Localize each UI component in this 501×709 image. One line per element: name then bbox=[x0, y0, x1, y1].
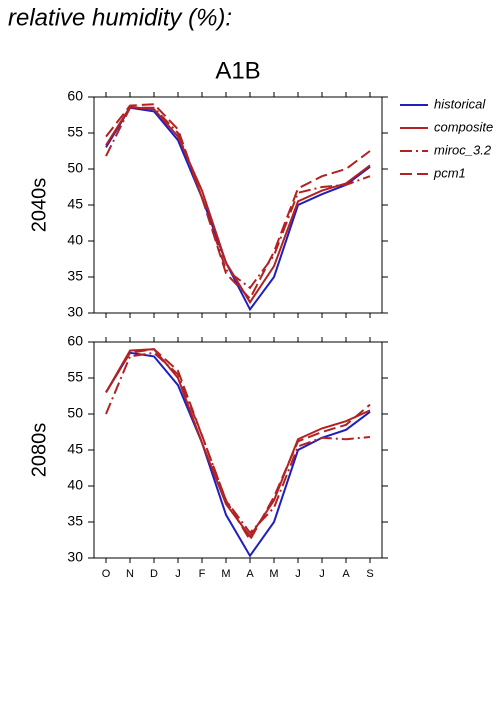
y-axis-label: 2040s bbox=[28, 178, 50, 233]
x-tick-label: N bbox=[126, 568, 134, 580]
x-tick-label: A bbox=[246, 568, 254, 580]
y-tick-label: 50 bbox=[67, 160, 83, 176]
series-line bbox=[105, 348, 371, 539]
page-title: relative humidity (%): bbox=[8, 4, 232, 31]
x-tick-label: J bbox=[175, 568, 181, 580]
y-tick-label: 55 bbox=[67, 124, 83, 140]
y-tick-label: 30 bbox=[67, 549, 83, 565]
x-tick-label: M bbox=[221, 568, 230, 580]
y-tick-label: 35 bbox=[67, 268, 83, 284]
series-line bbox=[105, 103, 371, 301]
y-tick-label: 40 bbox=[67, 477, 83, 493]
series-line bbox=[105, 106, 371, 312]
y-tick-label: 55 bbox=[67, 369, 83, 385]
x-tick-label: M bbox=[269, 568, 278, 580]
y-tick-label: 40 bbox=[67, 232, 83, 248]
x-tick-label: J bbox=[319, 568, 325, 580]
chart-title: A1B bbox=[215, 57, 260, 84]
series-line bbox=[105, 351, 371, 535]
y-tick-label: 45 bbox=[67, 196, 83, 212]
y-tick-label: 60 bbox=[67, 88, 83, 104]
legend-label: pcm1 bbox=[433, 165, 466, 180]
x-tick-label: F bbox=[199, 568, 206, 580]
legend-label: historical bbox=[434, 96, 486, 111]
y-axis-label: 2080s bbox=[28, 423, 50, 478]
legend-label: composite bbox=[434, 119, 493, 134]
series-line bbox=[105, 348, 371, 542]
y-tick-label: 30 bbox=[67, 304, 83, 320]
y-tick-label: 35 bbox=[67, 513, 83, 529]
series-line bbox=[105, 351, 371, 558]
series-line bbox=[105, 106, 371, 305]
x-tick-label: D bbox=[150, 568, 158, 580]
x-tick-label: S bbox=[366, 568, 373, 580]
y-tick-label: 60 bbox=[67, 333, 83, 349]
x-tick-label: J bbox=[295, 568, 301, 580]
y-tick-label: 50 bbox=[67, 405, 83, 421]
plot-frame bbox=[93, 341, 383, 559]
y-tick-label: 45 bbox=[67, 441, 83, 457]
x-tick-label: O bbox=[102, 568, 111, 580]
x-tick-label: A bbox=[342, 568, 350, 580]
series-line bbox=[105, 106, 371, 290]
legend-label: miroc_3.2 bbox=[434, 142, 492, 157]
